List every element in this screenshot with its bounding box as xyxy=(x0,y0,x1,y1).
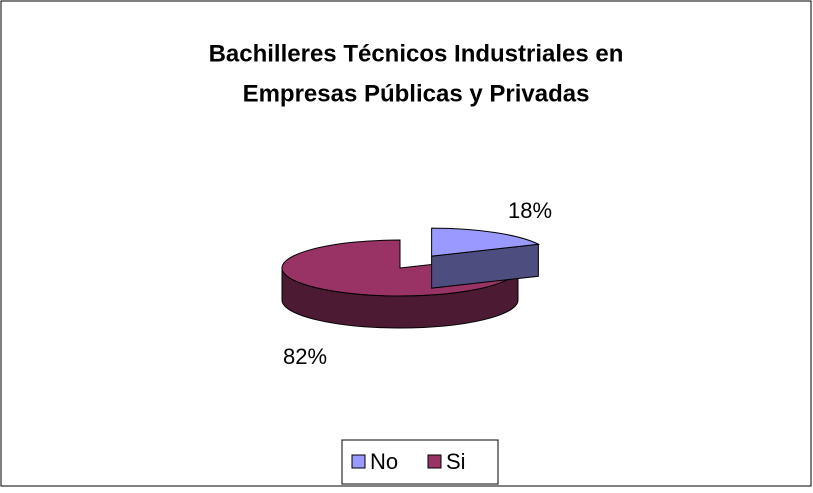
chart-title: Empresas Públicas y Privadas xyxy=(243,80,590,107)
legend-label: No xyxy=(370,449,398,474)
legend-swatch xyxy=(427,454,442,469)
chart-title: Bachilleres Técnicos Industriales en xyxy=(209,40,624,67)
legend-box xyxy=(341,439,499,485)
legend-swatch xyxy=(351,454,366,469)
pie-slice xyxy=(431,227,541,257)
data-label: 82% xyxy=(283,344,327,369)
legend-label: Si xyxy=(446,449,466,474)
data-label: 18% xyxy=(508,198,552,223)
